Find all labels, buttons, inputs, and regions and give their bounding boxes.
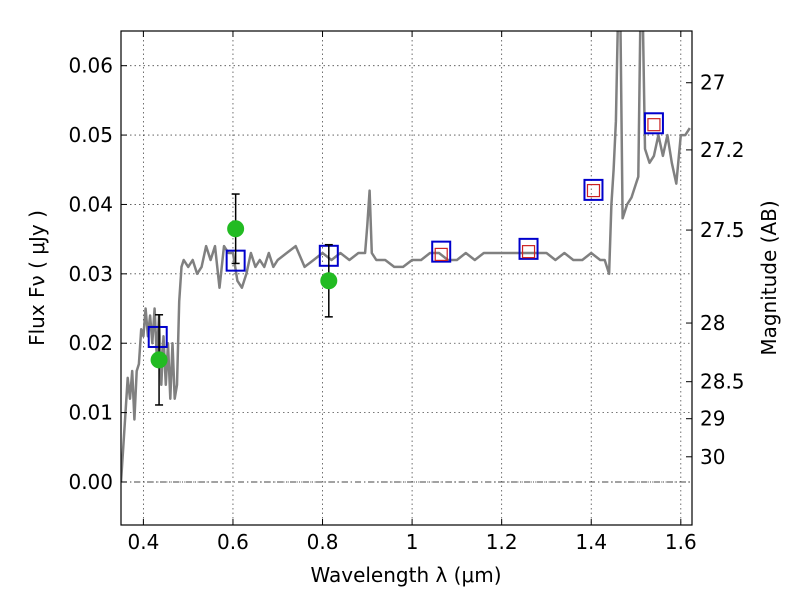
y-tick-label: 0.04 [68,192,113,216]
observed-flux-point [320,272,338,290]
synthetic-band-flux-marker [647,118,661,132]
y-tick-label: 0.06 [68,54,113,78]
magnitude-tick-label: 27 [700,71,725,95]
model-band-flux-marker [518,237,539,260]
magnitude-tick-label: 27.5 [700,218,745,242]
series-layer [121,31,691,483]
model-band-flux-marker [583,178,604,201]
magnitude-tick-label: 28.5 [700,370,745,394]
y-tick-label: 0.05 [68,123,113,147]
synthetic-band-flux-marker [434,247,448,262]
model-band-flux-marker [431,240,452,263]
synthetic-band-flux-marker [521,245,536,259]
x-tick-label: 1.4 [575,530,607,554]
plot-background [121,31,692,525]
plot-frame [120,30,693,526]
observed-flux-point [150,351,168,369]
model-spectrum-line [121,31,691,483]
x-tick-label: 1.2 [486,530,518,554]
magnitude-tick-label: 30 [700,445,725,469]
observed-flux-point [227,220,245,238]
synthetic-band-flux-marker [586,183,601,198]
x-tick-label: 0.8 [307,530,339,554]
magnitude-tick-label: 27.2 [700,138,745,162]
model-band-flux-marker [147,325,168,348]
model-band-flux-marker [643,112,664,135]
magnitude-tick-label: 29 [700,407,725,431]
x-tick-label: 0.4 [127,530,159,554]
magnitude-tick-label: 28 [700,311,725,335]
y-tick-label: 0.00 [68,470,113,494]
y-tick-label: 0.03 [68,262,113,286]
x-tick-label: 1.6 [665,530,697,554]
y-tick-label: 0.02 [68,331,113,355]
magnitude-axis-label: Magnitude (AB) [757,200,781,355]
x-axis-label: Wavelength λ (μm) [310,563,501,587]
x-tick-label: 1 [406,530,419,554]
y-axis-label: Flux Fν ( μJy ) [25,210,49,346]
x-tick-label: 0.6 [217,530,249,554]
marker-layer [147,112,664,406]
y-tick-label: 0.01 [68,401,113,425]
tick-layer: 0.4 0.6 0.8 1 1.2 1.4 1.6 0.00 0.01 0.02 0.03 0.04 0… [68,31,745,554]
